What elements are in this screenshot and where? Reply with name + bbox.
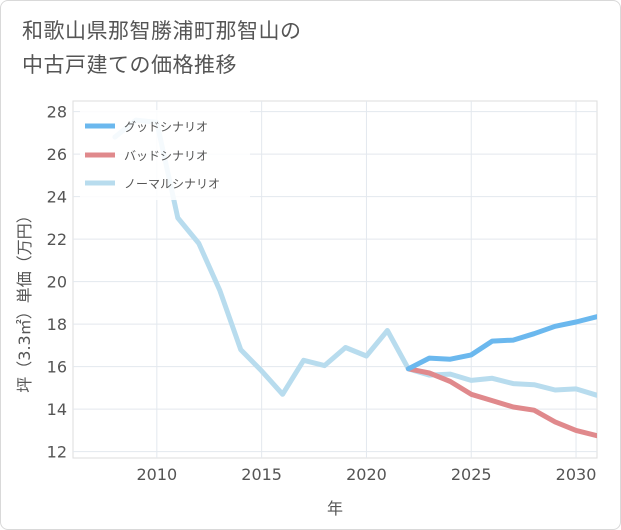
series-normal-line	[112, 117, 597, 398]
legend-label-good: グッドシナリオ	[124, 120, 208, 134]
chart-title-line-2: 中古戸建ての価格推移	[22, 53, 237, 77]
y-tick-label: 20	[47, 273, 67, 292]
chart-title: 和歌山県那智勝浦町那智山の 中古戸建ての価格推移	[22, 14, 442, 82]
x-tick-label: 2020	[346, 465, 387, 484]
x-axis-title: 年	[327, 499, 343, 518]
series-bad-line	[405, 366, 597, 439]
x-tick-label: 2030	[556, 465, 597, 484]
legend-label-bad: バッドシナリオ	[124, 149, 208, 163]
x-tick-label: 2025	[451, 465, 492, 484]
legend-label-normal: ノーマルシナリオ	[124, 177, 220, 191]
legend: グッドシナリオ バッドシナリオ ノーマルシナリオ	[80, 110, 250, 200]
y-tick-label: 22	[47, 230, 67, 249]
y-tick-label: 26	[47, 145, 67, 164]
chart-title-line-1: 和歌山県那智勝浦町那智山の	[22, 19, 302, 43]
y-tick-label: 28	[47, 103, 67, 122]
y-tick-label: 18	[47, 315, 67, 334]
y-tick-label: 16	[47, 358, 67, 377]
y-tick-label: 14	[47, 400, 67, 419]
y-axis-title: 坪（3.3㎡）単価（万円）	[15, 207, 34, 392]
tick-labels: 12 14 16 18 20 22 24 26 28 2010 2015 2020 2025 2030	[47, 103, 597, 484]
x-tick-label: 2010	[136, 465, 177, 484]
y-tick-label: 24	[47, 188, 67, 207]
series-group	[112, 117, 597, 439]
x-tick-label: 2015	[241, 465, 282, 484]
series-good-line	[405, 314, 597, 372]
y-tick-label: 12	[47, 443, 67, 462]
